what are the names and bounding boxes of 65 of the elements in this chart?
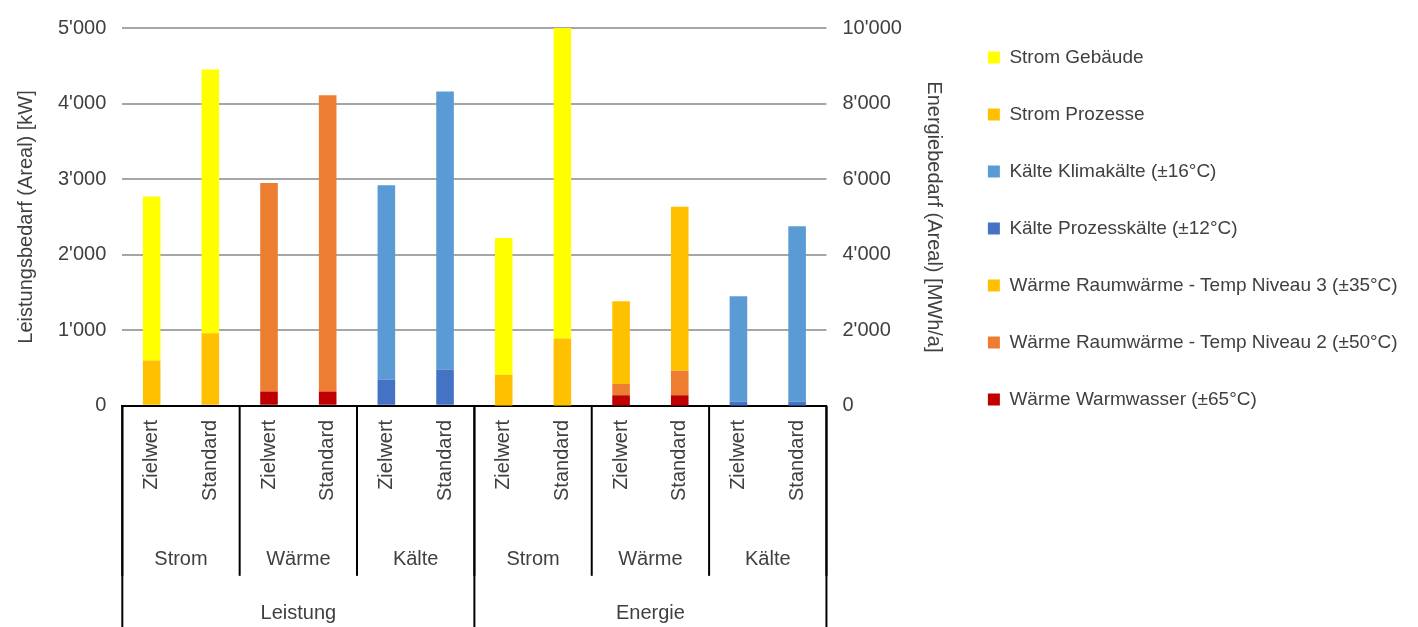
y2-tick-label: 2'000 — [842, 317, 891, 340]
bar — [553, 28, 572, 339]
y-tick-label: 2'000 — [58, 242, 107, 265]
bar — [788, 226, 806, 402]
bar — [260, 182, 278, 392]
bar — [670, 395, 689, 406]
y2-tick-label: 10'000 — [842, 15, 902, 38]
y-tick-label: 0 — [95, 393, 107, 416]
x-tick-label: Standard — [549, 419, 572, 501]
legend-label: Wärme Warmwasser (±65°C) — [1009, 387, 1257, 409]
text: Energie — [615, 601, 685, 624]
y-tick-label: 1'000 — [58, 317, 107, 340]
y-axis-title: Leistungsbedarf (Areal) [kW] — [13, 90, 36, 344]
text: Strom — [154, 547, 208, 570]
legend-label: Strom Gebäude — [1009, 45, 1144, 67]
bar — [377, 379, 396, 405]
y2-tick-label: 0 — [842, 393, 854, 416]
y-tick-label: 5'000 — [58, 15, 107, 38]
y2-tick-label: 8'000 — [842, 91, 891, 114]
x-tick-label: Zielwert — [373, 419, 396, 490]
bar — [612, 395, 630, 406]
y-tick-label: 3'000 — [58, 166, 107, 189]
bar — [436, 91, 454, 370]
bar — [318, 391, 337, 405]
bar — [260, 391, 278, 405]
bar — [670, 370, 689, 396]
legend-label: Wärme Raumwärme - Temp Niveau 3 (±35°C) — [1009, 273, 1398, 295]
bar — [553, 338, 572, 406]
x-tick-label: Standard — [667, 419, 690, 501]
text: Leistung — [260, 601, 337, 624]
bar — [142, 360, 161, 405]
y2-tick-label: 4'000 — [842, 242, 891, 265]
bar — [201, 333, 220, 405]
text: Kälte — [392, 547, 439, 570]
legend-label: Wärme Raumwärme - Temp Niveau 2 (±50°C) — [1009, 330, 1398, 352]
legend-label: Strom Prozesse — [1009, 102, 1145, 124]
bar — [729, 296, 748, 402]
legend-label: Kälte Klimakälte (±16°C) — [1009, 159, 1217, 181]
text: Wärme — [618, 547, 683, 570]
y2-tick-label: 6'000 — [842, 166, 891, 189]
y2-axis-title: Energiebedarf (Areal) [MWh/a] — [924, 81, 947, 353]
x-tick-label: Standard — [197, 419, 220, 501]
x-tick-label: Zielwert — [491, 419, 514, 490]
x-tick-label: Zielwert — [608, 419, 631, 490]
bar — [142, 196, 161, 361]
legend-label: Kälte Prozesskälte (±12°C) — [1009, 216, 1238, 238]
bar — [494, 374, 513, 406]
y-tick-label: 4'000 — [58, 91, 107, 114]
bar — [201, 69, 220, 334]
text: Kälte — [744, 547, 791, 570]
x-tick-label: Standard — [432, 419, 455, 501]
bar — [494, 238, 513, 375]
bar — [670, 206, 689, 371]
x-tick-label: Standard — [315, 419, 338, 501]
x-tick-label: Zielwert — [725, 419, 748, 490]
bar — [612, 383, 630, 396]
x-tick-label: Zielwert — [256, 419, 279, 490]
bar — [612, 301, 630, 384]
text: Strom — [506, 547, 560, 570]
bar — [318, 95, 337, 392]
x-tick-label: Standard — [784, 419, 807, 501]
text: Wärme — [266, 547, 331, 570]
bar — [377, 185, 396, 380]
x-tick-label: Zielwert — [139, 419, 162, 490]
bar — [436, 369, 454, 405]
